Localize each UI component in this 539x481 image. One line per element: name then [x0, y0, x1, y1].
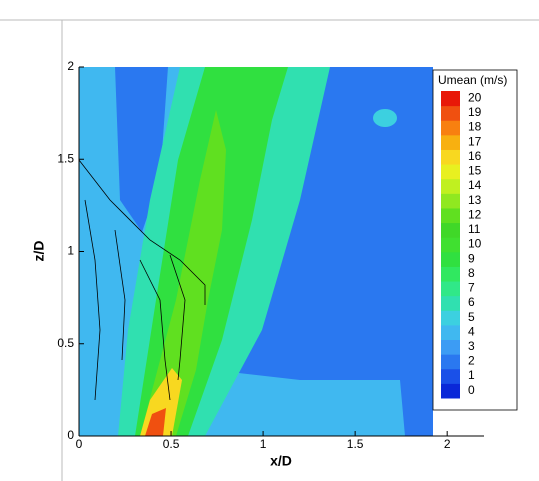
colorbar-swatch — [441, 383, 460, 399]
colorbar-swatch — [441, 120, 460, 136]
colorbar-label: 3 — [468, 339, 475, 353]
x-axis-label: x/D — [270, 453, 292, 469]
colorbar-swatch — [441, 295, 460, 311]
colorbar-swatch — [441, 91, 460, 107]
colorbar-swatch — [441, 251, 460, 267]
x-tick-label: 2 — [444, 437, 451, 451]
colorbar-swatch — [441, 105, 460, 121]
colorbar-swatch — [441, 310, 460, 326]
isoline — [84, 199, 101, 401]
y-tick-label: 0.5 — [57, 336, 74, 350]
colorbar-label: 4 — [468, 324, 475, 338]
colorbar-label: 6 — [468, 295, 475, 309]
colorbar-label: 12 — [468, 207, 482, 221]
colorbar-label: 10 — [468, 237, 482, 251]
y-tick-label: 1.5 — [57, 151, 74, 165]
isoline — [78, 159, 206, 305]
colorbar-title: Umean (m/s) — [438, 73, 507, 87]
contour-field — [78, 67, 433, 436]
colorbar-label: 0 — [468, 383, 475, 397]
y-axis-label: z/D — [31, 241, 47, 262]
colorbar-label: 14 — [468, 178, 482, 192]
colorbar-swatch — [441, 222, 460, 238]
colorbar-swatch — [441, 134, 460, 150]
colorbar-label: 8 — [468, 266, 475, 280]
colorbar-label: 15 — [468, 164, 482, 178]
colorbar-swatch — [441, 324, 460, 341]
x-tick-label: 1 — [260, 437, 267, 451]
region — [373, 109, 397, 127]
colorbar-label: 7 — [468, 281, 475, 295]
colorbar-swatch — [441, 193, 460, 209]
colorbar-swatch — [441, 178, 460, 194]
isoline — [114, 229, 126, 361]
colorbar-label: 16 — [468, 149, 482, 163]
y-tick-label: 0 — [67, 428, 74, 442]
colorbar-label: 19 — [468, 105, 482, 119]
colorbar-label: 2 — [468, 354, 475, 368]
isoline — [169, 254, 186, 381]
y-tick-label: 2 — [67, 59, 74, 73]
x-tick-label: 0 — [76, 437, 83, 451]
colorbar-label: 20 — [468, 90, 482, 104]
colorbar-swatch — [441, 354, 460, 370]
colorbar-swatch — [441, 339, 460, 355]
colorbar-label: 1 — [468, 368, 475, 382]
x-tick-label: 0.5 — [163, 437, 180, 451]
colorbar-label: 18 — [468, 120, 482, 134]
colorbar-swatch — [441, 368, 460, 384]
colorbar-swatch — [441, 207, 460, 224]
colorbar-label: 17 — [468, 134, 482, 148]
colorbar-swatch — [441, 164, 460, 180]
colorbar-label: 11 — [468, 222, 481, 236]
region — [145, 408, 166, 436]
y-tick-label: 1 — [67, 244, 74, 258]
isoline — [139, 259, 171, 401]
colorbar-swatch — [441, 237, 460, 253]
colorbar-label: 13 — [468, 193, 482, 207]
colorbar-swatch — [441, 149, 460, 165]
colorbar-label: 5 — [468, 310, 475, 324]
region — [140, 110, 226, 436]
colorbar-label: 9 — [468, 251, 475, 265]
colorbar-swatch — [441, 281, 460, 297]
x-tick-label: 1.5 — [347, 437, 364, 451]
colorbar-swatch — [441, 266, 460, 282]
